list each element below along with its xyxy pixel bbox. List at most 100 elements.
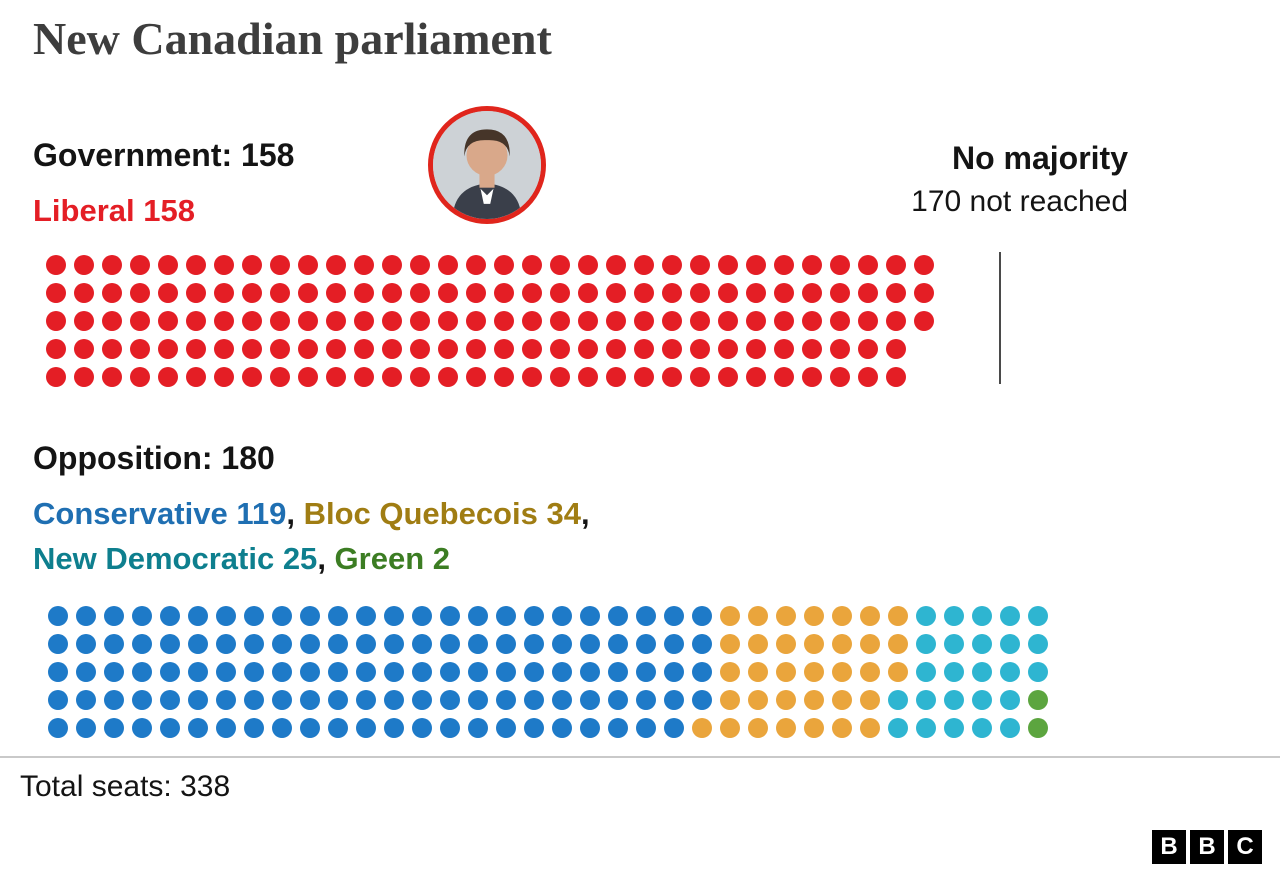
seat-dot: [802, 311, 822, 331]
seat-dot: [104, 690, 124, 710]
seat-dot: [550, 283, 570, 303]
seat-dot: [102, 367, 122, 387]
seat-dot: [188, 662, 208, 682]
seat-dot: [1000, 606, 1020, 626]
seat-dot: [102, 255, 122, 275]
opposition-dots: [48, 606, 1050, 741]
seat-dot: [270, 255, 290, 275]
seat-dot: [578, 311, 598, 331]
seat-dot: [216, 718, 236, 738]
seat-dot: [102, 339, 122, 359]
seat-dot: [186, 339, 206, 359]
seat-dot: [746, 339, 766, 359]
trudeau-photo: [428, 106, 546, 224]
seat-dot: [188, 606, 208, 626]
seat-dot: [438, 367, 458, 387]
seat-dot: [188, 718, 208, 738]
seat-dot: [494, 339, 514, 359]
page-title: New Canadian parliament: [33, 13, 552, 64]
seat-dot: [384, 662, 404, 682]
seat-dot: [860, 606, 880, 626]
seat-dot: [774, 339, 794, 359]
footer-divider: [0, 756, 1280, 758]
seat-dot: [466, 283, 486, 303]
seat-dot: [804, 690, 824, 710]
seat-dot: [972, 718, 992, 738]
seat-dot: [524, 690, 544, 710]
seat-dot: [718, 311, 738, 331]
seat-dot: [776, 662, 796, 682]
bbc-logo-letter: B: [1190, 830, 1224, 864]
seat-dot: [244, 606, 264, 626]
seat-dot: [160, 634, 180, 654]
seat-dot: [270, 339, 290, 359]
seat-dot: [272, 662, 292, 682]
seat-dot: [552, 662, 572, 682]
opposition-party-labels-line1: Conservative 119, Bloc Quebecois 34,: [33, 496, 590, 532]
seat-dot: [690, 367, 710, 387]
seat-dot: [102, 283, 122, 303]
seat-dot: [830, 367, 850, 387]
seat-dot: [664, 690, 684, 710]
seat-dot: [244, 690, 264, 710]
seat-dot: [608, 634, 628, 654]
seat-dot: [214, 255, 234, 275]
seat-dot: [356, 690, 376, 710]
seat-dot: [326, 255, 346, 275]
seat-dot: [774, 283, 794, 303]
government-dots: [46, 255, 936, 390]
seat-dot: [298, 311, 318, 331]
seat-dot: [944, 662, 964, 682]
seat-dot: [496, 634, 516, 654]
green-label: Green 2: [334, 541, 450, 576]
separator-text: ,: [317, 541, 335, 576]
seat-dot: [858, 283, 878, 303]
seat-dot: [692, 634, 712, 654]
seat-dot: [522, 367, 542, 387]
seat-dot: [552, 690, 572, 710]
seat-dot: [776, 634, 796, 654]
seat-dot: [300, 606, 320, 626]
seat-dot: [326, 339, 346, 359]
bbc-logo-letter: B: [1152, 830, 1186, 864]
seat-dot: [328, 690, 348, 710]
seat-dot: [664, 634, 684, 654]
seat-dot: [916, 606, 936, 626]
seat-dot: [74, 255, 94, 275]
seat-dot: [664, 718, 684, 738]
seat-dot: [300, 718, 320, 738]
seat-dot: [916, 634, 936, 654]
seat-dot: [776, 718, 796, 738]
seat-dot: [774, 311, 794, 331]
seat-dot: [440, 606, 460, 626]
seat-dot: [74, 367, 94, 387]
seat-dot: [662, 367, 682, 387]
seat-dot: [636, 690, 656, 710]
seat-dot: [830, 311, 850, 331]
seat-dot: [326, 311, 346, 331]
seat-dot: [606, 283, 626, 303]
seat-dot: [298, 255, 318, 275]
seat-dot: [1028, 606, 1048, 626]
seat-dot: [886, 339, 906, 359]
seat-dot: [944, 606, 964, 626]
seat-dot: [188, 690, 208, 710]
seat-dot: [494, 367, 514, 387]
seat-dot: [524, 662, 544, 682]
seat-dot: [634, 311, 654, 331]
seat-dot: [690, 255, 710, 275]
seat-dot: [130, 255, 150, 275]
seat-dot: [384, 690, 404, 710]
seat-dot: [804, 662, 824, 682]
seat-dot: [636, 662, 656, 682]
seat-dot: [578, 367, 598, 387]
seat-dot: [606, 339, 626, 359]
seat-dot: [832, 606, 852, 626]
seat-dot: [636, 718, 656, 738]
seat-dot: [692, 690, 712, 710]
seat-dot: [354, 367, 374, 387]
seat-dot: [272, 690, 292, 710]
majority-sublabel: 170 not reached: [911, 185, 1128, 218]
seat-dot: [74, 311, 94, 331]
bbc-logo: B B C: [1152, 830, 1262, 864]
